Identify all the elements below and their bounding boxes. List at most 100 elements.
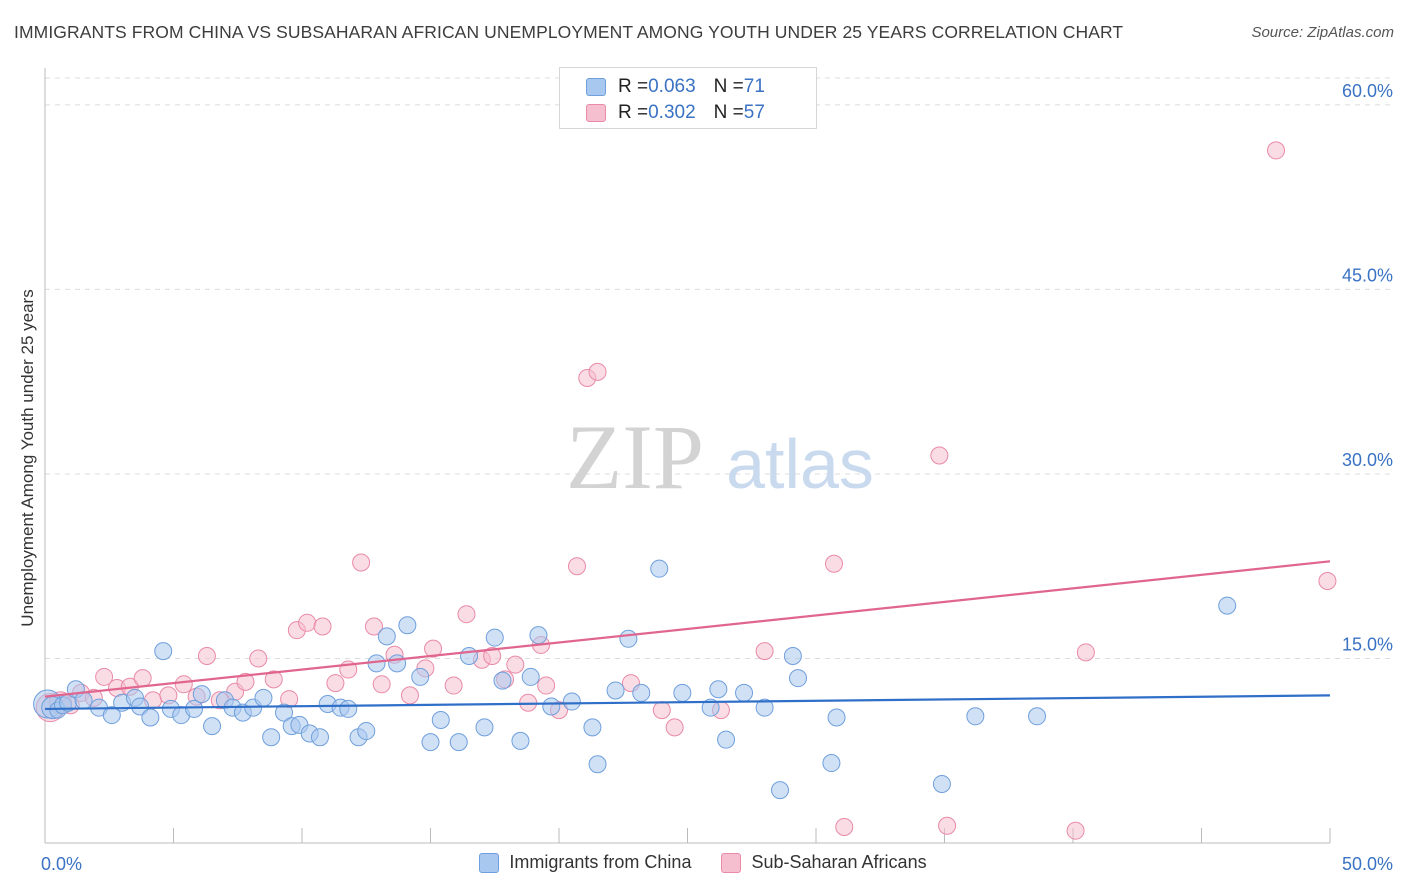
bottom-legend: Immigrants from China Sub-Saharan Africa… [0,852,1406,873]
china-point [1028,707,1047,726]
legend-swatch-africa [586,104,606,122]
legend-n-label: N = [713,102,744,123]
africa-point [372,675,391,694]
africa-point [457,605,476,624]
africa-point [1076,643,1095,662]
africa-point [537,676,556,695]
bottom-legend-label-africa: Sub-Saharan Africans [751,852,927,872]
africa-point [174,675,193,694]
africa-point [665,718,684,737]
china-point [650,559,669,578]
china-point [185,699,204,718]
africa-point [424,639,443,658]
bottom-legend-swatch-africa [721,852,742,873]
bottom-legend-africa[interactable]: Sub-Saharan Africans [721,852,927,873]
watermark-atlas: atlas [726,425,874,503]
china-point [310,728,329,747]
china-point [339,699,358,718]
china-point [262,728,281,747]
tick-labels: 15.0% 30.0% 45.0% 60.0% 0.0% 50.0% [41,81,1393,874]
y-tick-label: 30.0% [1342,450,1393,470]
china-point [511,731,530,750]
china-point [673,683,692,702]
china-point [203,717,222,736]
africa-point [95,667,114,686]
legend-n-value-china: 71 [743,76,765,97]
china-point [475,718,494,737]
china-point [827,708,846,727]
china-point [606,681,625,700]
trend-lines [44,560,1331,711]
china-point [398,616,417,635]
bottom-legend-label-china: Immigrants from China [509,852,692,872]
china-point [709,680,728,699]
africa-point [755,642,774,661]
china-point [932,774,951,793]
legend-r-label: R = [618,76,649,97]
x-tick-label: 50.0% [1342,854,1393,874]
africa-point [400,686,419,705]
china-point [275,703,294,722]
legend-n-label: N = [713,76,744,97]
china-point [789,669,808,688]
africa-point [483,647,502,666]
china-point [583,718,602,737]
china-point [542,697,561,716]
africa-point [938,816,957,835]
china-point [521,667,540,686]
africa-point [326,674,345,693]
china-point [141,708,160,727]
china-point [154,642,173,661]
africa-point [652,701,671,720]
africa-point [1066,821,1085,840]
africa-point [824,554,843,573]
china-point [771,781,790,800]
y-tick-label: 15.0% [1342,634,1393,654]
china-point [632,683,651,702]
china-point [411,667,430,686]
china-point [529,626,548,645]
legend-row-china: R = 0.063 N = 71 [586,75,765,99]
china-point [102,706,121,725]
africa-point [364,617,383,636]
china-point [701,698,720,717]
legend-swatch-china [586,78,606,96]
africa-point [506,655,525,674]
china-point [485,628,504,647]
source-label: Source: ZipAtlas.com [1251,24,1394,41]
legend-row-africa: R = 0.302 N = 57 [586,101,765,125]
africa-point [249,649,268,668]
africa-point [588,362,607,381]
africa-point [444,676,463,695]
africa-point [1318,571,1337,590]
watermark: ZIP atlas [566,406,874,508]
china-point [717,730,736,749]
china-point [588,755,607,774]
africa-point [1267,141,1286,160]
china-point [131,697,150,716]
africa-point [236,672,255,691]
china-point [493,671,512,690]
china-point [562,692,581,711]
legend-r-value-china: 0.063 [648,76,696,97]
africa-point [313,617,332,636]
china-point [388,654,407,673]
china-trend-line [44,694,1331,711]
grid-lines [45,77,1392,659]
legend-box: R = 0.063 N = 71 R = 0.302 N = 57 [559,67,817,129]
watermark-zip: ZIP [566,406,704,508]
china-point [377,627,396,646]
china-point [192,685,211,704]
legend-r-value-africa: 0.302 [648,102,696,123]
china-point [822,754,841,773]
china-point [421,733,440,752]
africa-point [930,446,949,465]
china-point [966,707,985,726]
bottom-legend-china[interactable]: Immigrants from China [479,852,691,873]
africa-point [197,647,216,666]
data-points [33,141,1337,840]
africa-point [264,670,283,689]
china-point [1218,596,1237,615]
legend-r-label: R = [618,102,649,123]
